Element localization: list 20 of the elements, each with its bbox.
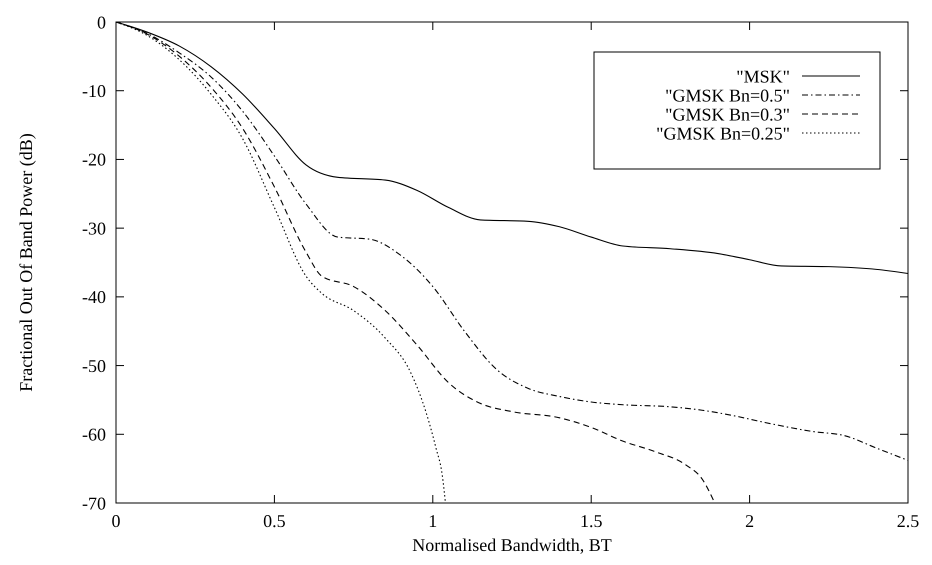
legend-label: "GMSK Bn=0.3" — [665, 104, 790, 124]
legend-label: "MSK" — [736, 66, 790, 86]
x-tick-label: 1.5 — [580, 511, 602, 531]
x-tick-label: 2.5 — [896, 511, 920, 531]
x-tick-label: 1 — [428, 511, 438, 531]
x-tick-label: 2 — [745, 511, 754, 531]
y-tick-label: -50 — [82, 356, 106, 376]
x-axis-title: Normalised Bandwidth, BT — [412, 535, 612, 555]
y-tick-label: -40 — [82, 287, 106, 308]
y-tick-label: -30 — [82, 218, 106, 238]
y-tick-label: -10 — [82, 81, 106, 102]
y-tick-label: -70 — [82, 493, 106, 514]
x-tick-label: 0 — [112, 511, 120, 531]
y-tick-label: -20 — [82, 150, 106, 170]
y-tick-label: 0 — [97, 12, 106, 32]
x-tick-label: 0.5 — [263, 511, 286, 531]
legend-label: "GMSK Bn=0.25" — [656, 123, 790, 144]
y-tick-label: -60 — [82, 424, 106, 445]
legend-label: "GMSK Bn=0.5" — [665, 85, 790, 106]
y-axis-title: Fractional Out Of Band Power (dB) — [16, 133, 36, 392]
